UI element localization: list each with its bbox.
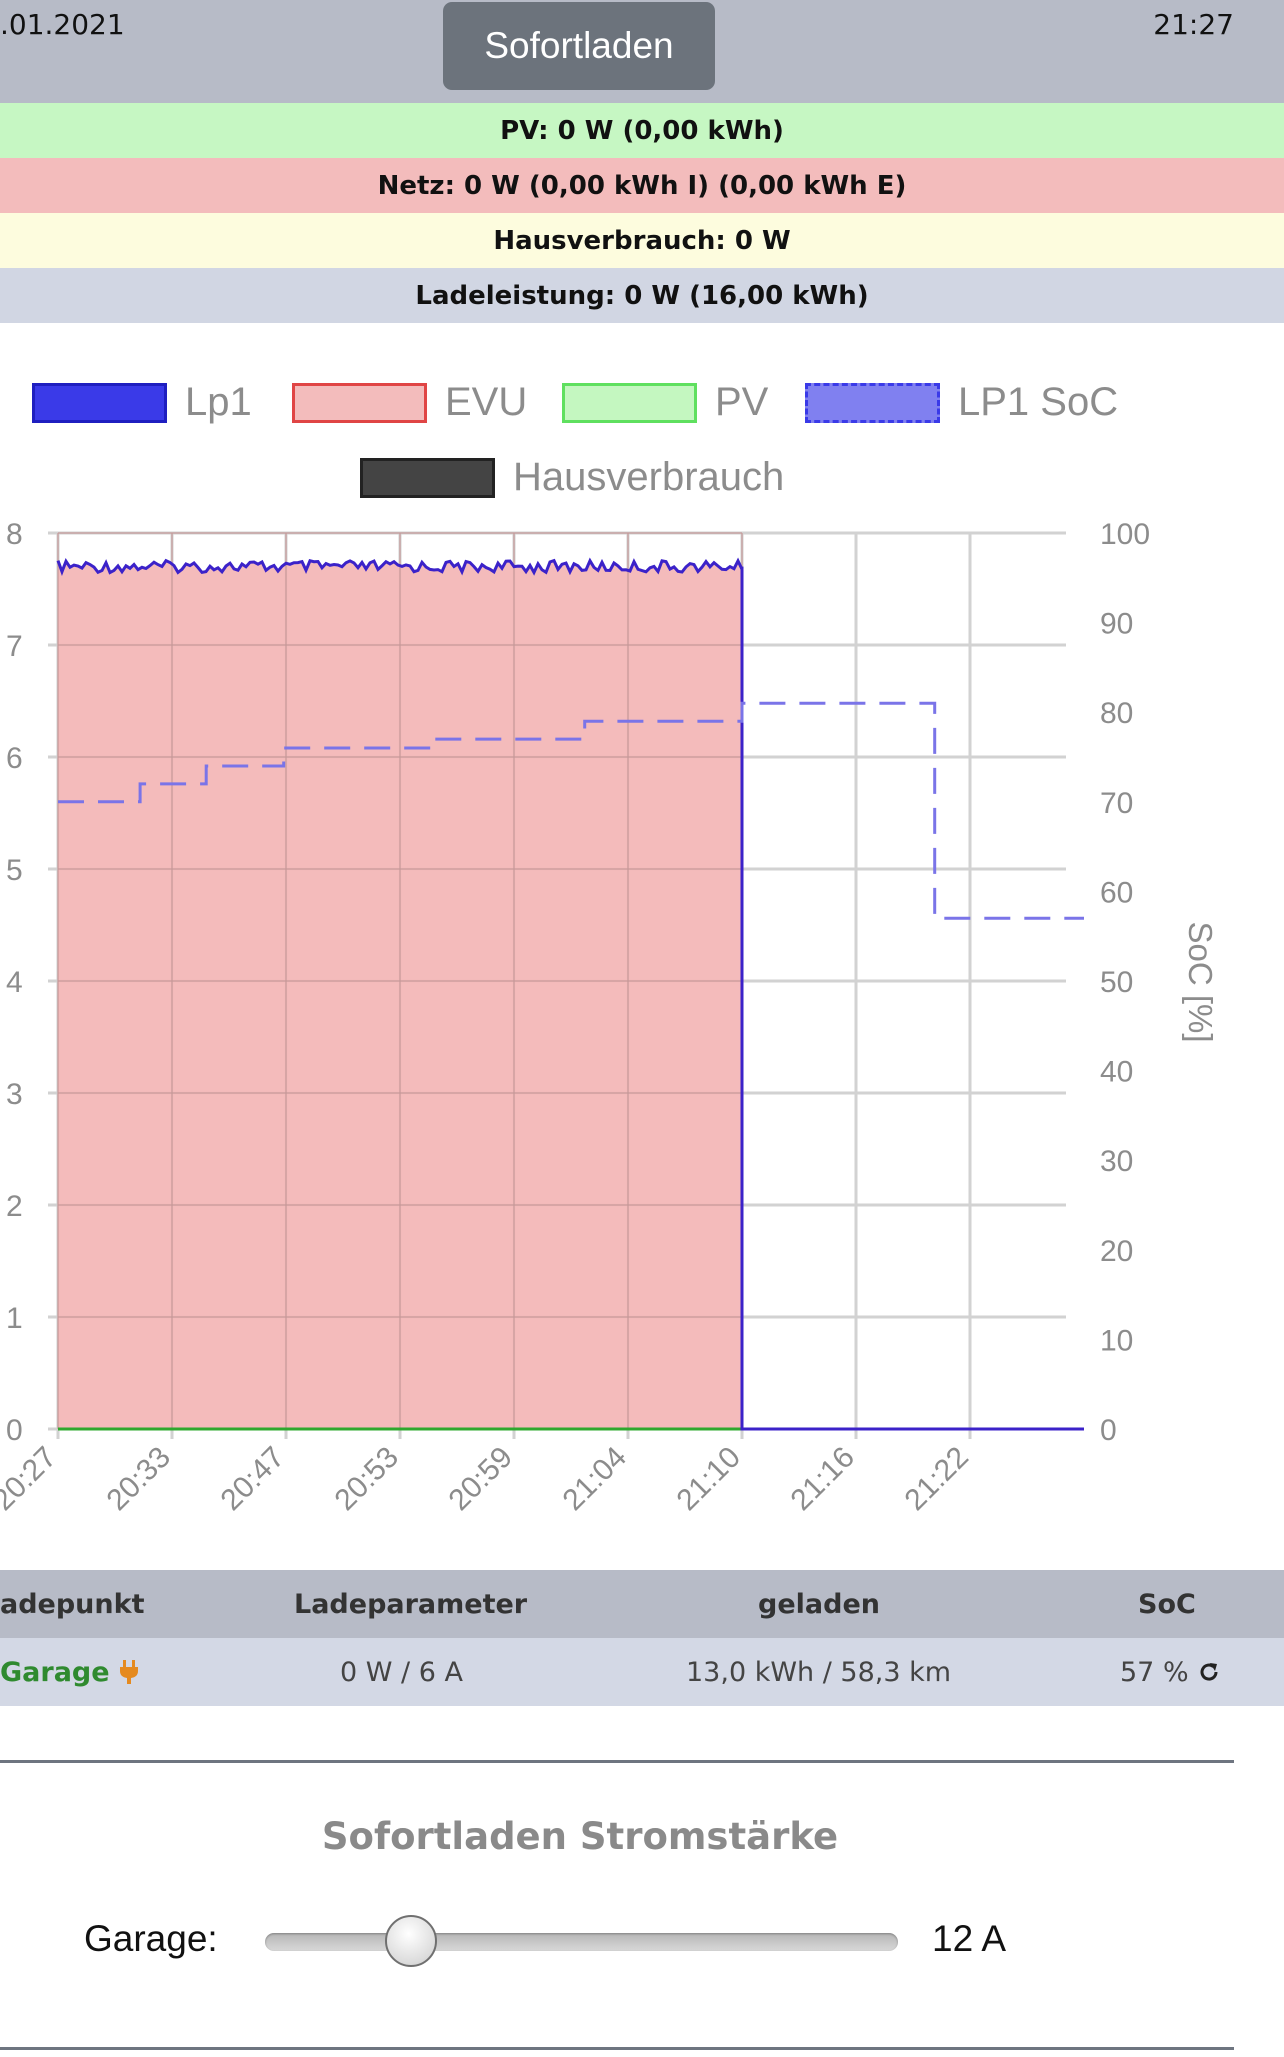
y-right-axis-title: SoC [%]	[1182, 921, 1219, 1042]
plug-icon	[119, 1660, 138, 1684]
y-left-tick-label: 2	[6, 1190, 23, 1223]
lp1-line	[56, 557, 1084, 1431]
lp1-series	[56, 557, 1084, 1431]
legend-item-lp1[interactable]: Lp1	[32, 380, 252, 425]
divider-bottom	[0, 2047, 1234, 2050]
x-axis: 20:27 20:33 20:47 20:53 20:59 21:04 21:10 21:16…	[0, 1441, 975, 1517]
soc-series	[58, 701, 1084, 920]
y-right-axis: 0 10 20 30 40 50 60 70 80 90 100	[1100, 518, 1150, 1447]
top-header: .01.2021 Sofortladen 21:27	[0, 0, 1284, 103]
netz-status-bar: Netz: 0 W (0,00 kWh I) (0,00 kWh E)	[0, 158, 1284, 213]
legend-label-pv: PV	[715, 380, 769, 424]
chargepoint-soc: 57 %	[1120, 1638, 1221, 1706]
x-tick-label: 20:47	[215, 1441, 291, 1517]
x-tick-label: 21:16	[785, 1441, 861, 1517]
y-right-tick-label: 40	[1100, 1056, 1133, 1089]
y-left-tick-label: 0	[6, 1414, 23, 1447]
y-right-tick-label: 100	[1100, 518, 1150, 551]
y-right-tick-label: 80	[1100, 697, 1133, 730]
y-right-tick-label: 10	[1100, 1324, 1133, 1357]
legend-item-evu[interactable]: EVU	[292, 380, 527, 425]
y-left-tick-label: 1	[6, 1302, 23, 1335]
y-left-tick-label: 5	[6, 854, 23, 887]
charge-mode-button[interactable]: Sofortladen	[443, 2, 715, 90]
y-left-tick-label: 8	[6, 518, 23, 551]
legend-label-lp1-soc: LP1 SoC	[958, 380, 1119, 424]
header-ladepunkt: adepunkt	[0, 1588, 145, 1620]
legend-item-lp1-soc[interactable]: LP1 SoC	[805, 380, 1118, 425]
x-tick-label: 21:10	[671, 1441, 747, 1517]
slider-section-title: Sofortladen Stromstärke	[321, 1815, 839, 1858]
chargepoint-soc-value: 57 %	[1120, 1656, 1189, 1688]
chargepoint-table-header: adepunkt Ladeparameter geladen SoC	[0, 1570, 1284, 1638]
legend-swatch-evu	[292, 382, 427, 423]
y-left-tick-label: 6	[6, 742, 23, 775]
chargepoint-name-label: Garage	[0, 1656, 110, 1688]
slider-value: 12 A	[932, 1918, 1007, 1959]
x-tick-label: 21:04	[557, 1441, 633, 1517]
legend-swatch-hausverbrauch	[360, 457, 495, 498]
y-right-tick-label: 70	[1100, 787, 1133, 820]
current-slider-thumb[interactable]	[385, 1915, 438, 1967]
y-right-tick-label: 90	[1100, 608, 1133, 641]
chargepoint-row[interactable]: Garage 0 W / 6 A 13,0 kWh / 58,3 km 57 %	[0, 1638, 1284, 1706]
y-right-tick-label: 30	[1100, 1145, 1133, 1178]
header-soc: SoC	[1138, 1588, 1196, 1620]
legend-swatch-lp1	[32, 382, 167, 423]
ladeleistung-status-bar: Ladeleistung: 0 W (16,00 kWh)	[0, 268, 1284, 323]
divider-top	[0, 1760, 1234, 1763]
y-left-axis: 0 1 2 3 4 5 6 7 8	[6, 518, 23, 1447]
hausverbrauch-status-bar: Hausverbrauch: 0 W	[0, 213, 1284, 268]
header-geladen: geladen	[758, 1588, 880, 1620]
legend-label-evu: EVU	[445, 380, 528, 424]
legend-item-pv[interactable]: PV	[562, 380, 768, 425]
evu-area-series	[57, 532, 743, 1430]
legend-label-hausverbrauch: Hausverbrauch	[513, 455, 785, 499]
legend-swatch-lp1-soc	[805, 382, 940, 423]
legend-swatch-pv	[562, 382, 697, 423]
y-right-tick-label: 20	[1100, 1235, 1133, 1268]
date-label: .01.2021	[0, 8, 125, 41]
legend-label-lp1: Lp1	[185, 380, 252, 424]
x-tick-label: 20:53	[329, 1441, 405, 1517]
x-tick-label: 20:59	[443, 1441, 519, 1517]
y-right-tick-label: 50	[1100, 966, 1133, 999]
legend-item-hausverbrauch[interactable]: Hausverbrauch	[360, 455, 784, 500]
soc-line	[58, 701, 1084, 920]
refresh-icon[interactable]	[1197, 1660, 1221, 1684]
x-tick-label: 20:33	[101, 1441, 177, 1517]
y-left-tick-label: 4	[6, 966, 23, 999]
pv-status-bar: PV: 0 W (0,00 kWh)	[0, 103, 1284, 158]
header-ladeparameter: Ladeparameter	[294, 1588, 528, 1620]
chargepoint-charged: 13,0 kWh / 58,3 km	[686, 1656, 952, 1688]
y-right-tick-label: 0	[1100, 1414, 1117, 1447]
y-left-tick-label: 3	[6, 1078, 23, 1111]
x-tick-label: 20:27	[0, 1441, 63, 1517]
chargepoint-name[interactable]: Garage	[0, 1638, 140, 1706]
chargepoint-params: 0 W / 6 A	[340, 1656, 463, 1688]
time-label: 21:27	[1153, 8, 1234, 41]
x-tick-label: 21:22	[899, 1441, 975, 1517]
slider-label: Garage:	[84, 1918, 218, 1959]
current-slider-track[interactable]	[265, 1933, 898, 1951]
y-left-tick-label: 7	[6, 630, 23, 663]
y-right-tick-label: 60	[1100, 876, 1133, 909]
